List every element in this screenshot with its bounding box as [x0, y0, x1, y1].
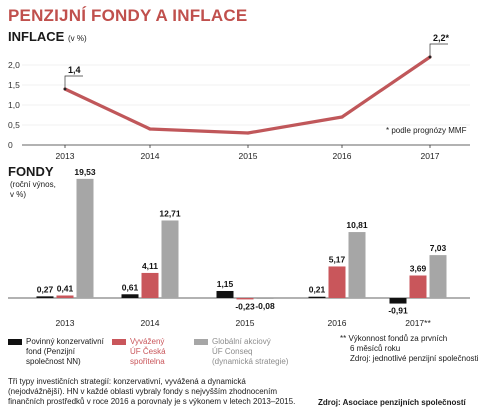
bar — [328, 266, 346, 298]
inflation-title: INFLACE — [8, 29, 65, 44]
bar — [236, 298, 254, 300]
data-label: 5,17 — [329, 254, 346, 264]
legend-label-line: Globální akciový — [212, 337, 271, 346]
x-tick-label: 2013 — [56, 151, 75, 161]
bar — [409, 275, 427, 298]
funds-unit-line: (roční výnos, — [10, 180, 56, 189]
legend-label-line: fond (Penzijní — [26, 347, 75, 356]
bar — [121, 294, 139, 298]
y-tick-label: 1,5 — [8, 80, 20, 90]
bar — [256, 298, 274, 299]
legend-label-line: ÚF Česká — [130, 347, 166, 356]
note-line: 6 měsíců roku — [350, 344, 401, 353]
legend-swatch-conseq — [194, 339, 208, 345]
data-label: 12,71 — [159, 208, 181, 218]
data-label: 0,61 — [122, 282, 139, 292]
callout-line — [64, 75, 83, 89]
bar — [308, 296, 326, 298]
data-label: 0,21 — [309, 285, 326, 295]
callout-line — [429, 43, 448, 57]
infographic-title: PENZIJNÍ FONDY A INFLACE — [8, 6, 248, 25]
y-tick-label: 0,5 — [8, 120, 20, 130]
data-label: 1,15 — [217, 279, 234, 289]
legend-swatch-cs — [112, 339, 126, 345]
x-tick-label: 2013 — [56, 318, 75, 328]
legend-label-line: společnost NN) — [26, 357, 81, 366]
data-point — [340, 115, 344, 119]
data-label: 0,41 — [57, 283, 74, 293]
legend-swatch-nn — [8, 339, 22, 345]
inflation-line — [64, 55, 431, 135]
funds-notes: ** Výkonnost fondů za prvních 6 měsíců r… — [340, 334, 479, 364]
x-tick-label: 2016 — [328, 318, 347, 328]
bar — [76, 178, 94, 298]
data-label: 10,81 — [346, 220, 368, 230]
legend-item-nn: Povinný konzervativní fond (Penzijní spo… — [26, 337, 122, 367]
bar — [216, 290, 234, 298]
x-tick-label: 2017 — [421, 151, 440, 161]
source: Zdroj: Asociace penzijních společností — [318, 398, 466, 407]
legend-item-cs: Vyvážený ÚF Česká spořitelna — [130, 337, 226, 367]
description-line: (nejodvážnější). HN v každé oblasti vybr… — [8, 387, 278, 396]
x-tick-label: 2015 — [239, 151, 258, 161]
description-line: finančních prostředků v roce 2016 a poro… — [8, 397, 296, 406]
x-tick-label: 2017** — [405, 318, 431, 328]
legend-label-line: ÚF Conseq — [212, 347, 253, 356]
data-label: 2,2* — [433, 33, 450, 43]
data-label: 4,11 — [142, 261, 158, 271]
y-tick-label: 1,0 — [8, 100, 20, 110]
x-tick-label: 2014 — [141, 318, 160, 328]
legend-label-line: Povinný konzervativní — [26, 337, 104, 346]
legend-label-line: spořitelna — [130, 357, 165, 366]
bar — [141, 272, 159, 298]
bar — [389, 298, 407, 304]
inflation-unit: (v %) — [67, 34, 87, 43]
funds-title: FONDY — [8, 164, 54, 179]
data-label: -0,08 — [255, 301, 275, 311]
data-label: 3,69 — [410, 263, 427, 273]
legend-label-line: Vyvážený — [130, 337, 165, 346]
legend-item-conseq: Globální akciový ÚF Conseq (dynamická st… — [212, 337, 322, 367]
data-label: -0,23 — [235, 301, 255, 311]
data-label: 19,53 — [74, 167, 96, 177]
description-line: Tři typy investičních strategií: konzerv… — [8, 377, 246, 386]
x-tick-label: 2016 — [333, 151, 352, 161]
x-tick-label: 2014 — [141, 151, 160, 161]
data-label: 1,4 — [68, 65, 81, 75]
inflation-footnote: * podle prognózy MMF — [386, 126, 467, 135]
bar — [56, 295, 74, 298]
y-tick-label: 2,0 — [8, 60, 20, 70]
note-line: Zdroj: jednotlivé penzijní společnosti — [350, 354, 479, 363]
funds-unit-line: v %) — [10, 190, 26, 199]
bar — [161, 220, 179, 298]
description: Tři typy investičních strategií: konzerv… — [8, 377, 295, 407]
data-point — [246, 131, 250, 135]
note-line: ** Výkonnost fondů za prvních — [340, 334, 448, 343]
data-label: 0,27 — [37, 284, 54, 294]
bar — [36, 296, 54, 298]
data-point — [148, 127, 152, 131]
data-label: 7,03 — [430, 243, 447, 253]
x-tick-label: 2015 — [236, 318, 255, 328]
bar — [348, 232, 366, 298]
bar — [429, 255, 447, 298]
data-label: -0,91 — [388, 306, 408, 316]
legend-label-line: (dynamická strategie) — [212, 357, 289, 366]
funds-unit: (roční výnos, v %) — [10, 180, 56, 200]
inflation-heading: INFLACE (v %) — [8, 29, 87, 44]
y-tick-label: 0 — [8, 140, 13, 150]
